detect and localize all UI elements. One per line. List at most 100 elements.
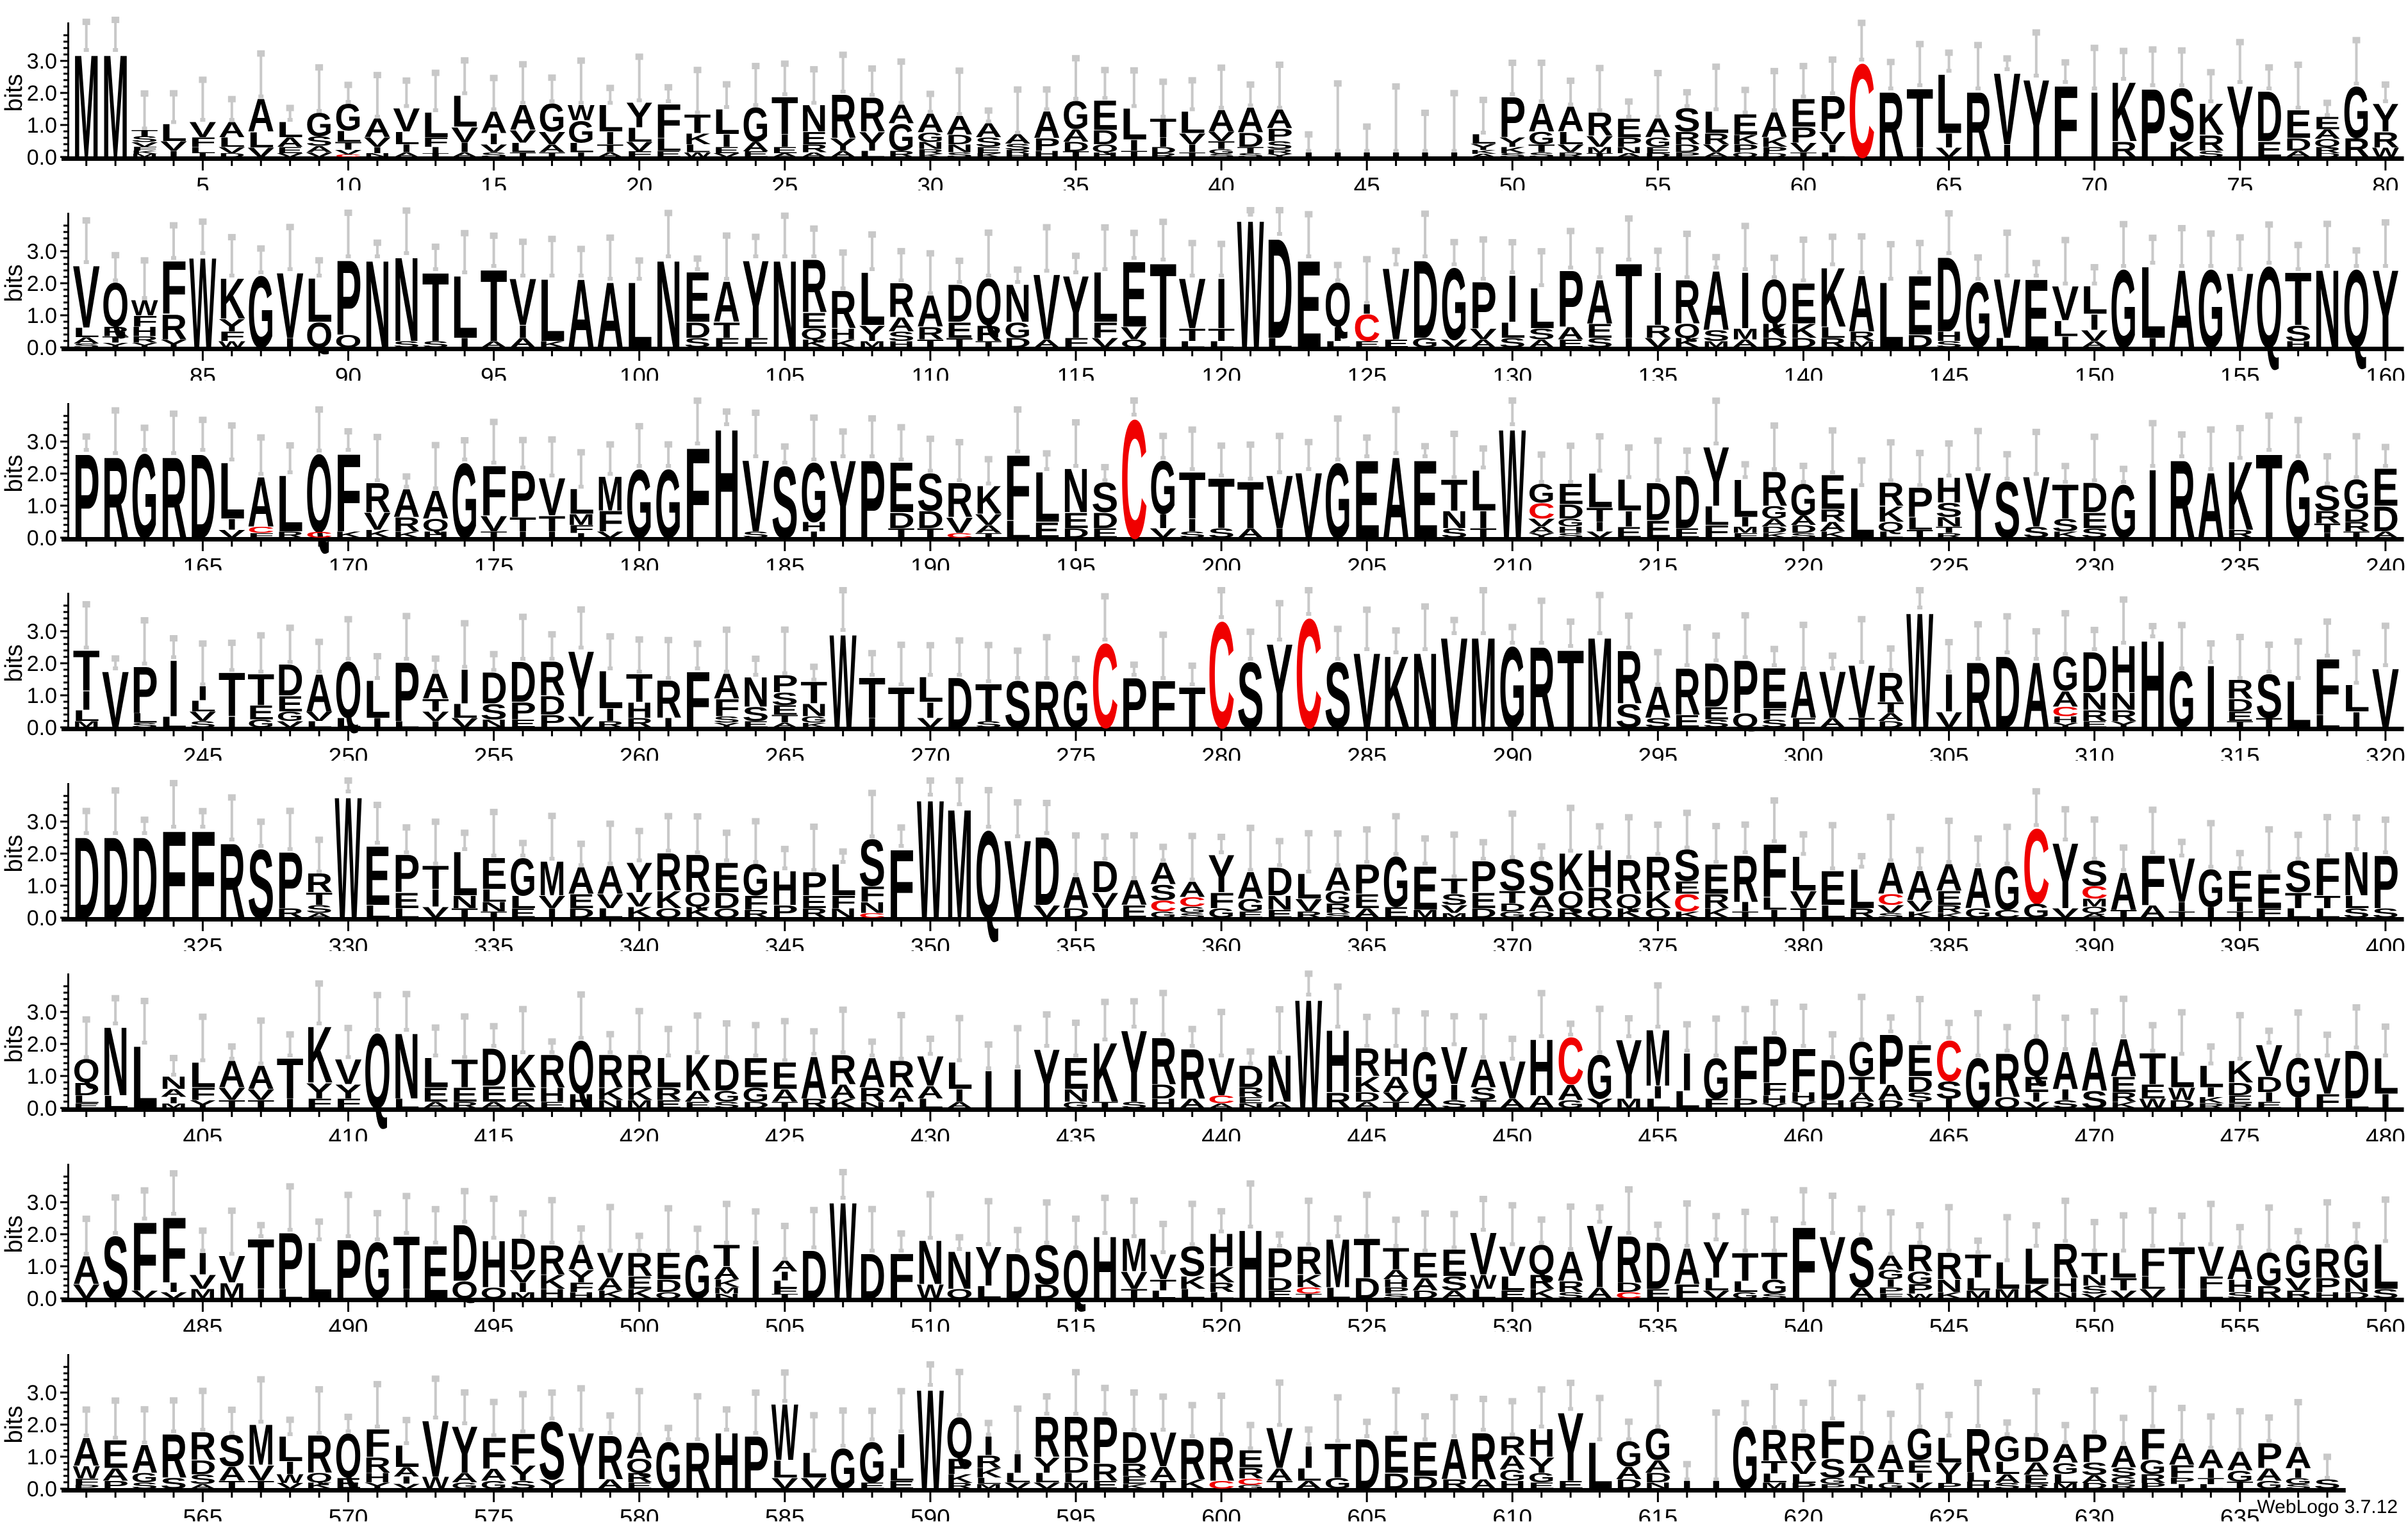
- residue-letter: I: [2234, 900, 2246, 914]
- residue-letter: I: [459, 140, 470, 155]
- residue-letter: D: [2343, 1290, 2370, 1300]
- logo-column: D: [73, 807, 100, 943]
- residue-letter: S: [2023, 524, 2050, 541]
- residue-letter: T: [1906, 71, 1933, 166]
- residue-letter: P: [1906, 1282, 1933, 1296]
- residue-letter: L: [2197, 1286, 2224, 1301]
- logo-column: GY: [1587, 1005, 1613, 1112]
- residue-letter: A: [1993, 1471, 2020, 1485]
- residue-letter: A: [684, 1088, 711, 1105]
- y-tick-label: 3.0: [27, 810, 57, 834]
- residue-letter: F: [189, 135, 216, 150]
- residue-letter: E: [742, 720, 769, 730]
- residue-letter: R: [1936, 1245, 1963, 1287]
- residue-letter: Q: [335, 331, 362, 351]
- residue-letter: K: [1819, 250, 1846, 345]
- residue-letter: H: [2227, 1276, 2254, 1296]
- residue-letter: K: [2227, 442, 2254, 550]
- residue-letter: G: [1906, 1268, 1933, 1287]
- residue-letter: V: [277, 720, 304, 730]
- residue-letter: G: [1004, 317, 1031, 342]
- logo-column: F: [684, 640, 711, 745]
- residue-letter: P: [538, 711, 565, 731]
- residue-letter: L: [73, 707, 100, 725]
- residue-letter: S: [1499, 153, 1526, 158]
- logo-column: EAT: [771, 1018, 798, 1110]
- residue-letter: D: [1644, 1470, 1671, 1485]
- residue-letter: A: [1557, 1242, 1584, 1289]
- x-tick-label: 360: [1201, 934, 1241, 951]
- y-tick-label: 2.0: [27, 1032, 57, 1057]
- residue-letter: S: [771, 689, 798, 709]
- residue-letter: G: [1993, 1429, 2020, 1469]
- residue-letter: T: [1208, 464, 1235, 543]
- residue-letter: S: [1906, 1090, 1933, 1105]
- residue-letter: L: [946, 1055, 973, 1097]
- logo-column: TS: [422, 243, 449, 362]
- residue-letter: R: [2081, 707, 2108, 725]
- residue-letter: V: [1208, 129, 1235, 144]
- residue-letter: R: [1819, 506, 1846, 525]
- residue-letter: E: [1615, 524, 1642, 541]
- y-axis-title: bits: [1, 1405, 28, 1443]
- x-tick-label: 510: [911, 1314, 950, 1332]
- logo-column: VLE: [1499, 1202, 1526, 1301]
- logo-column: I: [1012, 1025, 1023, 1120]
- logo-column: LS: [2372, 1196, 2399, 1303]
- residue-letter: I: [1943, 1096, 1955, 1111]
- residue-letter: P: [277, 1216, 304, 1305]
- residue-letter: D: [1091, 508, 1118, 533]
- residue-letter: R: [1790, 1425, 1817, 1469]
- logo-column: SA: [1848, 1205, 1875, 1302]
- logo-column: AS: [2081, 1008, 2108, 1114]
- residue-letter: V: [2081, 1293, 2108, 1300]
- x-tick-label: 190: [911, 554, 950, 571]
- residue-letter: R: [917, 323, 944, 343]
- residue-letter: R: [1004, 149, 1031, 155]
- logo-column: RS: [160, 1396, 187, 1492]
- x-tick-label: 225: [1929, 554, 1969, 571]
- residue-letter: F: [1732, 531, 1759, 539]
- residue-letter: E: [1091, 1478, 1118, 1491]
- residue-letter: V: [1936, 1459, 1963, 1478]
- x-tick-label: 505: [765, 1314, 805, 1332]
- residue-letter: D: [102, 813, 129, 943]
- residue-letter: R: [2343, 133, 2370, 163]
- x-tick-label: 15: [481, 173, 507, 190]
- logo-column: FYS: [509, 1391, 536, 1491]
- residue-letter: I: [2176, 1482, 2188, 1490]
- logo-column: PVA: [1470, 236, 1497, 350]
- x-tick-label: 35: [1062, 173, 1089, 190]
- x-tick-label: 490: [329, 1314, 368, 1332]
- residue-letter: R: [1703, 890, 1729, 913]
- residue-letter: I: [721, 131, 732, 151]
- y-tick-label: 1.0: [27, 1064, 57, 1089]
- logo-column: GLE: [509, 840, 536, 921]
- logo-column: TER: [451, 1013, 478, 1110]
- residue-letter: R: [160, 1421, 187, 1490]
- residue-letter: D: [1004, 335, 1031, 350]
- logo-column: VTI: [538, 436, 565, 540]
- residue-letter: G: [2140, 1455, 2166, 1478]
- logo-column: AGE: [1237, 824, 1264, 920]
- logo-column: DVI: [1091, 833, 1118, 921]
- residue-letter: S: [1237, 153, 1264, 158]
- logo-column: R: [1877, 58, 1904, 177]
- x-tick-label: 230: [2075, 554, 2115, 571]
- logo-column: W: [830, 587, 857, 756]
- residue-letter: D: [713, 888, 740, 913]
- residue-letter: N: [1266, 1041, 1293, 1116]
- residue-letter: V: [1906, 1480, 1933, 1491]
- logo-column: L: [306, 1218, 333, 1315]
